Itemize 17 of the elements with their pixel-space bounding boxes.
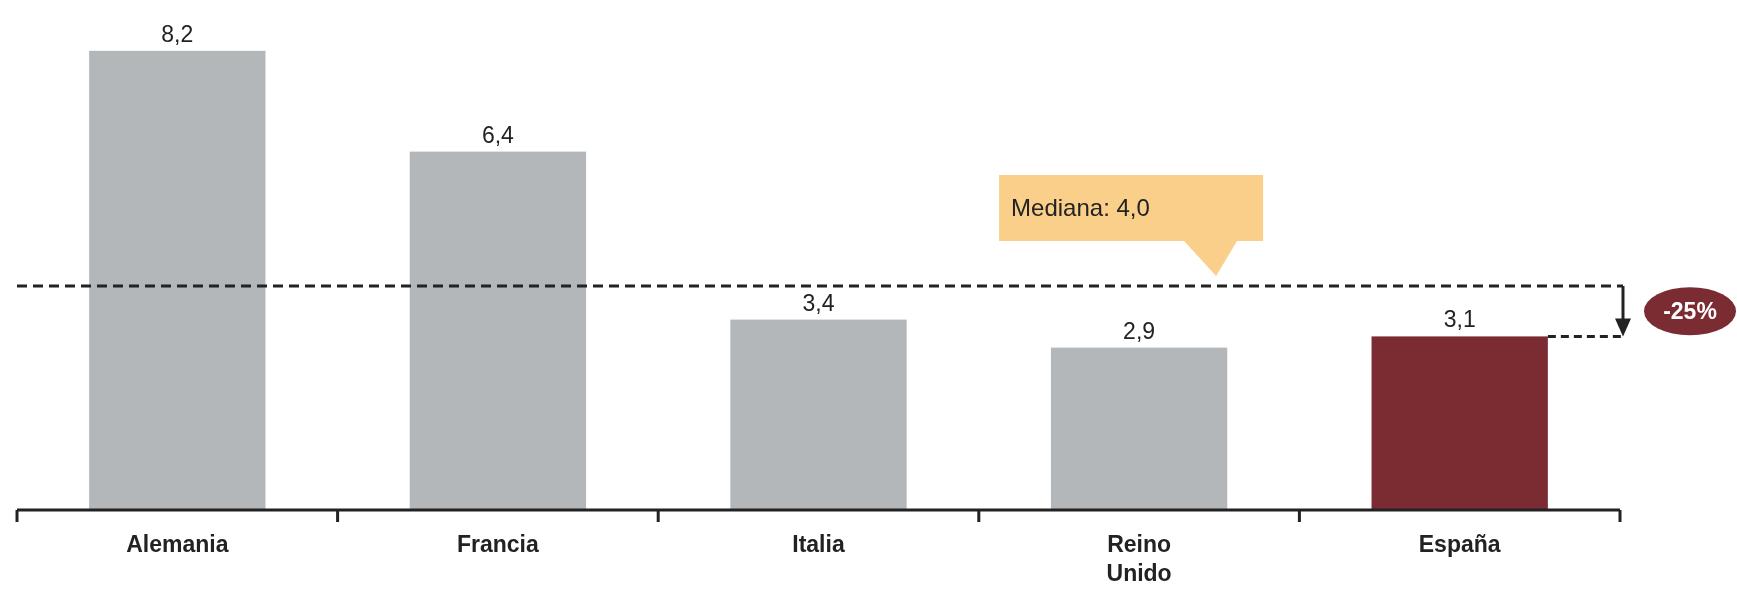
data-label: 3,1 [1443,306,1476,333]
data-label: 3,4 [802,289,835,316]
text: -25% [1663,298,1717,325]
bar [1371,336,1548,510]
bar [730,319,907,510]
x-tick-label: España [1418,531,1501,557]
bar [1050,347,1228,510]
x-tick-label: Francia [456,531,540,557]
data-label: 6,4 [481,121,515,148]
ref-line-label: Mediana: 4,0 [1011,194,1150,222]
data-label: 2,9 [1123,317,1156,344]
bar [409,151,587,510]
data-label: 8,2 [161,20,194,47]
bar [89,50,266,510]
x-tick-label: Reino Unido [1106,531,1172,586]
x-tick-label: Italia [792,531,845,557]
x-tick-label: Alemania [126,531,229,557]
